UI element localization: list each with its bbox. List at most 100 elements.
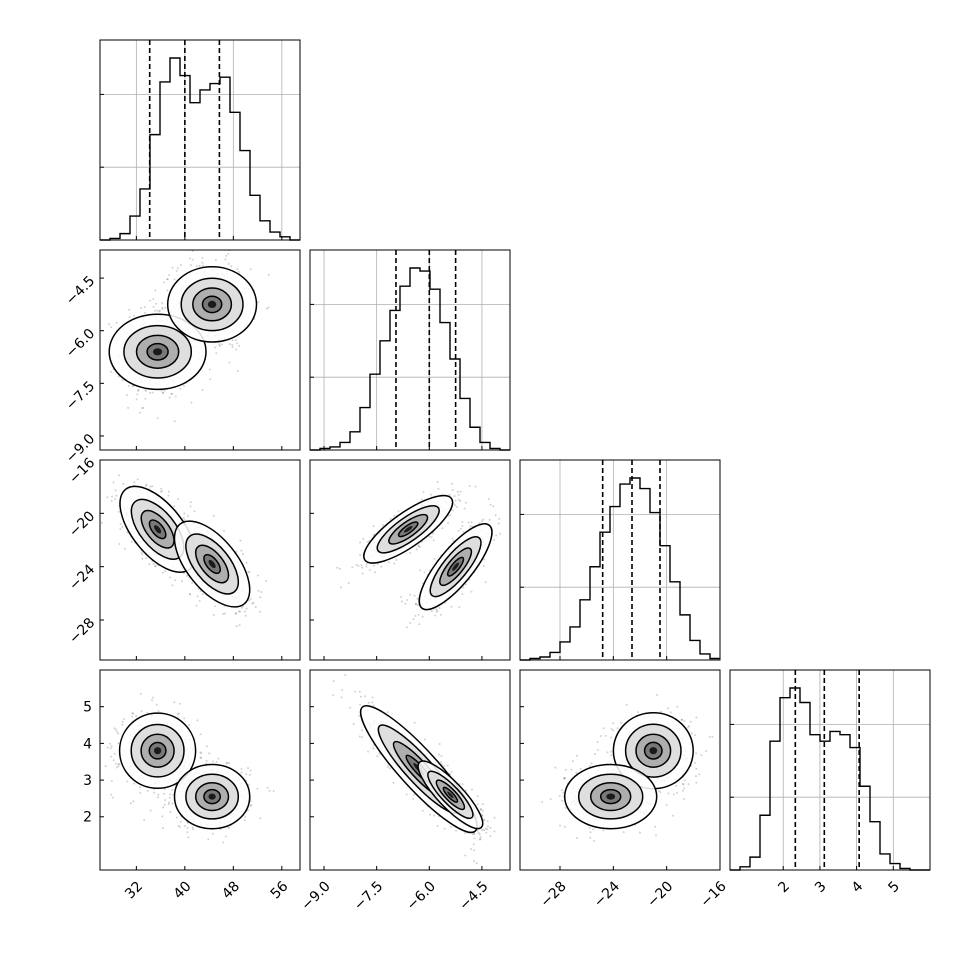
scatter-point [110,780,113,782]
scatter-point [201,261,204,264]
histogram-step-line [310,267,510,451]
scatter-point [400,600,403,603]
scatter-point [215,352,218,355]
scatter-point [171,802,174,805]
scatter-point [160,487,163,490]
scatter-point [372,525,375,528]
scatter-point [449,514,452,517]
scatter-point [418,546,421,549]
scatter-point [127,406,130,409]
scatter-point [161,815,164,818]
scatter-point [201,257,204,259]
scatter-point [349,706,352,709]
scatter-point [125,394,128,397]
scatter-point [195,265,198,268]
scatter-point [247,599,250,602]
scatter-point [136,478,139,481]
scatter-point [248,570,251,573]
scatter-point [163,389,166,392]
scatter-point [145,483,148,486]
scatter-point [457,498,460,501]
scatter-point [139,692,142,695]
scatter-point [128,316,131,318]
scatter-point [468,485,471,487]
scatter-point [236,268,239,271]
scatter-point [247,571,250,574]
scatter-point [145,557,148,560]
scatter-point [499,532,502,535]
scatter-point [149,809,152,812]
scatter-point [436,609,439,612]
scatter-point [450,605,453,608]
scatter-point [266,786,269,789]
scatter-point [225,254,228,257]
scatter-point [461,783,464,786]
scatter-point [268,789,271,792]
scatter-point [266,307,268,310]
scatter-point [114,498,116,501]
scatter-point [183,518,186,521]
scatter-point [162,792,165,795]
scatter-point [251,602,254,605]
scatter-point [397,510,400,513]
scatter-point [458,606,461,609]
scatter-point [446,764,449,767]
scatter-point [199,733,202,736]
scatter-point [454,499,457,502]
scatter-point [214,346,217,349]
density-peak [154,525,162,534]
scatter-point [498,517,501,520]
scatter-point [340,696,343,699]
scatter-point [119,528,122,531]
scatter-point [250,804,253,807]
scatter-point [409,551,411,554]
scatter-point [161,571,164,574]
scatter-point [481,814,484,817]
scatter-point [450,770,453,773]
scatter-point [199,590,202,592]
scatter-point [448,493,451,496]
density-peak [207,300,217,308]
scatter-point [149,485,152,488]
scatter-point [180,264,182,266]
scatter-point [386,711,389,714]
scatter-point [122,718,125,721]
scatter-point [415,548,418,551]
panel-frame [309,459,511,661]
scatter-point [108,323,111,326]
scatter-point [435,608,437,611]
scatter-point [161,306,164,309]
scatter-point [205,745,208,748]
scatter-point [141,553,144,556]
scatter-point [189,505,192,508]
scatter-point [433,814,436,817]
density-peak [154,747,162,755]
scatter-point [215,761,218,763]
scatter-point [478,838,481,841]
scatter-point [359,703,362,706]
scatter-point [140,710,143,713]
pair-panel [309,459,511,661]
scatter-point [199,756,202,759]
scatter-point [472,843,475,846]
scatter-point [144,311,146,314]
scatter-point [166,278,169,281]
scatter-point [231,339,234,342]
scatter-point [117,732,120,735]
scatter-point [156,417,159,420]
scatter-point [260,591,263,593]
scatter-point [344,673,347,676]
scatter-point [96,523,98,525]
scatter-point [479,838,482,841]
scatter-point [459,527,462,530]
scatter-point [228,361,231,364]
scatter-point [167,803,170,806]
scatter-point [186,574,189,577]
scatter-point [357,565,360,567]
scatter-point [149,299,152,302]
scatter-point [474,485,477,488]
histogram-step-line [730,687,930,871]
scatter-point [133,782,136,785]
scatter-point [489,503,492,506]
